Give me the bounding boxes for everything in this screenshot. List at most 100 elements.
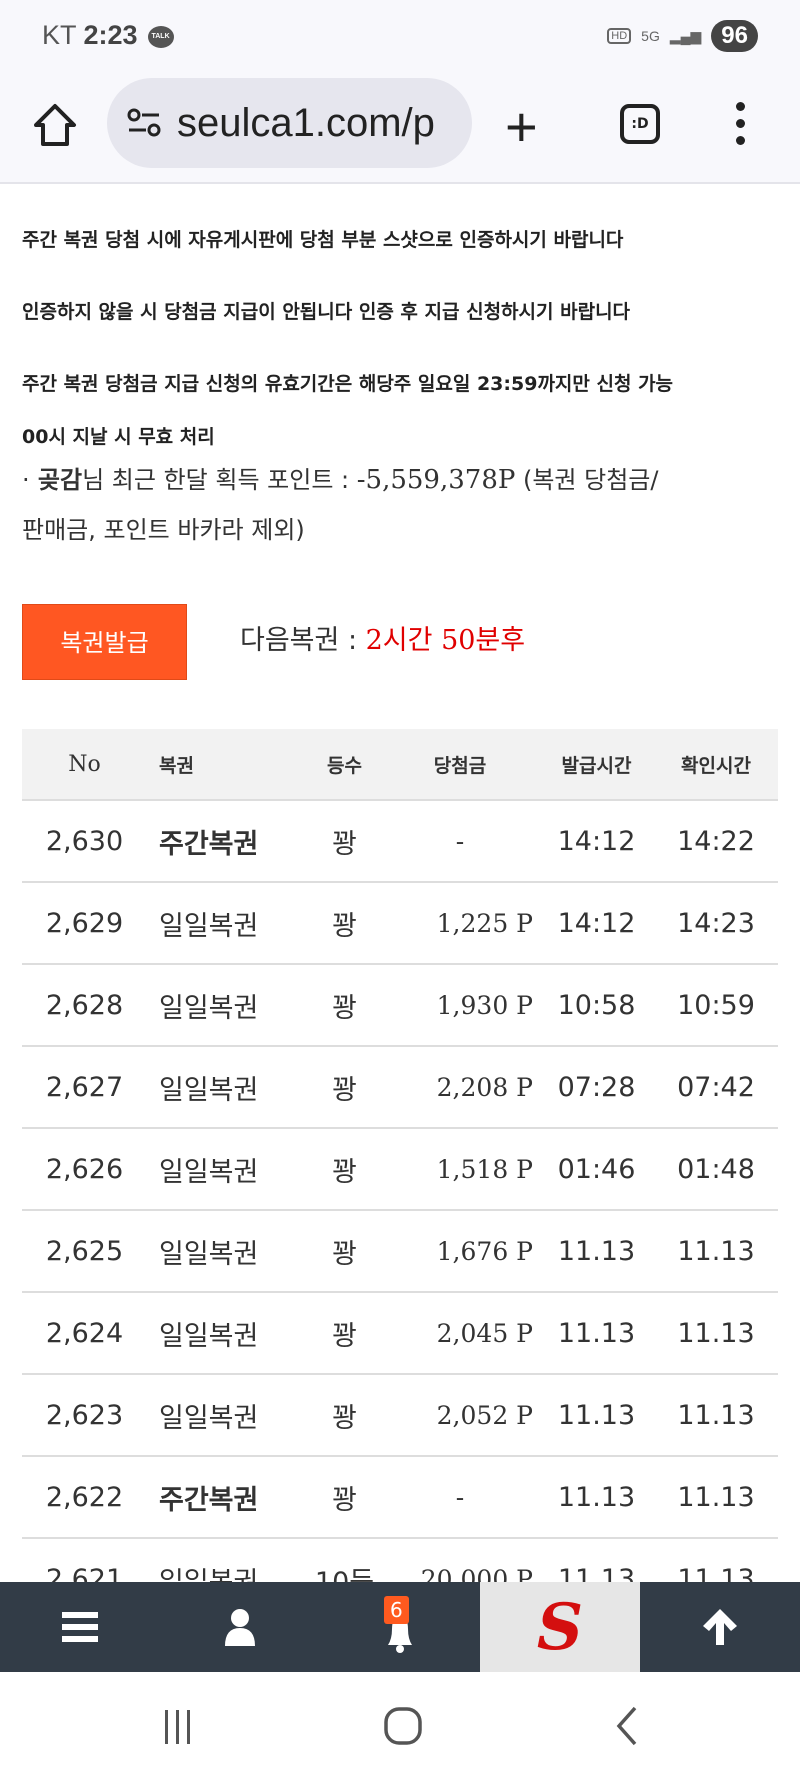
row-no: 2,622: [22, 1456, 147, 1539]
table-row: 2,627 일일복권 꽝 2,208 P 07:28 07:42: [22, 1046, 778, 1129]
row-no: 2,623: [22, 1374, 147, 1457]
kakaotalk-icon: TALK: [147, 25, 174, 48]
table-row: 2,623 일일복권 꽝 2,052 P 11.13 11.13: [22, 1374, 778, 1457]
user-icon: [225, 1609, 255, 1646]
row-no: 2,626: [22, 1128, 147, 1211]
notice-line: 인증하지 않을 시 당첨금 지급이 안됩니다 인증 후 지급 신청하시기 바랍니…: [22, 301, 631, 323]
row-checked: 14:23: [654, 882, 778, 965]
browser-toolbar: seulca1.com/p + :D: [0, 72, 800, 184]
network-icon: 5G: [641, 28, 660, 44]
notice-line: 주간 복권 당첨 시에 자유게시판에 당첨 부분 스샷으로 인증하시기 바랍니다: [22, 229, 624, 251]
col-rank: 등수: [302, 729, 387, 801]
row-rank: 꽝: [302, 1374, 387, 1457]
recent-apps-icon[interactable]: [163, 1710, 193, 1744]
row-no: 2,630: [22, 800, 147, 883]
row-checked: 14:22: [654, 800, 778, 883]
site-logo-button[interactable]: S: [480, 1582, 640, 1672]
issue-lottery-button[interactable]: 복권발급: [22, 604, 187, 680]
row-rank: 꽝: [302, 1046, 387, 1129]
row-issued: 11.13: [539, 1456, 654, 1539]
row-ticket: 일일복권: [147, 1292, 302, 1375]
row-prize: 1,930 P: [387, 964, 539, 1047]
row-issued: 11.13: [539, 1210, 654, 1293]
row-prize: 2,052 P: [387, 1374, 539, 1457]
row-rank: 꽝: [302, 1292, 387, 1375]
col-no: No: [22, 729, 147, 801]
row-no: 2,627: [22, 1046, 147, 1129]
tab-switcher-button[interactable]: :D: [620, 104, 660, 144]
row-prize: 1,518 P: [387, 1128, 539, 1211]
more-menu-icon[interactable]: [736, 102, 746, 153]
clock: 2:23: [83, 20, 138, 50]
points-value: -5,559,378P: [356, 465, 516, 495]
system-nav-bar: [0, 1672, 800, 1778]
row-checked: 10:59: [654, 964, 778, 1047]
notice-line: 00시 지날 시 무효 처리: [22, 426, 215, 448]
row-rank: 꽝: [302, 1456, 387, 1539]
row-prize: 1,225 P: [387, 882, 539, 965]
site-settings-icon[interactable]: [127, 108, 161, 138]
home-nav-icon[interactable]: [384, 1707, 424, 1747]
menu-icon: [62, 1612, 98, 1642]
row-ticket: 일일복권: [147, 1128, 302, 1211]
table-header: No 복권 등수 당첨금 발급시간 확인시간: [22, 729, 778, 801]
table-row: 2,630 주간복권 꽝 -14:12 14:22: [22, 800, 778, 883]
menu-button[interactable]: [0, 1582, 160, 1672]
row-ticket: 일일복권: [147, 1374, 302, 1457]
address-bar[interactable]: seulca1.com/p: [107, 78, 472, 168]
row-checked: 11.13: [654, 1210, 778, 1293]
points-note-2: 판매금, 포인트 바카라 제외): [22, 516, 305, 544]
row-prize: -: [387, 1456, 539, 1539]
row-issued: 10:58: [539, 964, 654, 1047]
row-rank: 꽝: [302, 1210, 387, 1293]
notice-line: 주간 복권 당첨금 지급 신청의 유효기간은 해당주 일요일 23:59까지만 …: [22, 373, 674, 395]
battery-indicator: 96: [711, 20, 758, 52]
row-no: 2,625: [22, 1210, 147, 1293]
row-prize: 1,676 P: [387, 1210, 539, 1293]
row-no: 2,624: [22, 1292, 147, 1375]
points-label: 님 최근 한달 획득 포인트 :: [82, 466, 357, 494]
row-issued: 11.13: [539, 1292, 654, 1375]
row-rank: 꽝: [302, 800, 387, 883]
back-icon[interactable]: [615, 1706, 639, 1746]
new-tab-icon[interactable]: +: [505, 95, 538, 158]
row-rank: 꽝: [302, 1128, 387, 1211]
home-icon[interactable]: [30, 100, 80, 150]
row-no: 2,629: [22, 882, 147, 965]
table-row: 2,628 일일복권 꽝 1,930 P 10:58 10:59: [22, 964, 778, 1047]
bell-icon: [388, 1617, 412, 1653]
table-row: 2,626 일일복권 꽝 1,518 P 01:46 01:48: [22, 1128, 778, 1211]
profile-button[interactable]: [160, 1582, 320, 1672]
table-row: 2,624 일일복권 꽝 2,045 P 11.13 11.13: [22, 1292, 778, 1375]
table-row: 2,622 주간복권 꽝 -11.13 11.13: [22, 1456, 778, 1539]
row-issued: 01:46: [539, 1128, 654, 1211]
row-ticket: 일일복권: [147, 964, 302, 1047]
row-checked: 11.13: [654, 1292, 778, 1375]
table-row: 2,625 일일복권 꽝 1,676 P 11.13 11.13: [22, 1210, 778, 1293]
row-ticket: 주간복권: [147, 1456, 302, 1539]
carrier: KT: [42, 20, 77, 50]
url-text: seulca1.com/p: [177, 101, 435, 145]
row-issued: 14:12: [539, 800, 654, 883]
status-bar: KT 2:23 TALK HD 5G ▂▄▆ 96: [0, 0, 800, 72]
notification-badge: 6: [384, 1596, 409, 1624]
col-ticket: 복권: [147, 729, 302, 801]
username: 곶감: [37, 466, 83, 494]
row-checked: 01:48: [654, 1128, 778, 1211]
row-ticket: 일일복권: [147, 1210, 302, 1293]
scroll-top-button[interactable]: [640, 1582, 800, 1672]
site-logo: S: [536, 1589, 584, 1665]
row-issued: 11.13: [539, 1374, 654, 1457]
row-prize: -: [387, 800, 539, 883]
next-lottery: 다음복권 : 2시간 50분후: [240, 618, 525, 657]
hd-icon: HD: [607, 28, 632, 44]
row-ticket: 일일복권: [147, 882, 302, 965]
row-prize: 2,045 P: [387, 1292, 539, 1375]
row-checked: 07:42: [654, 1046, 778, 1129]
notifications-button[interactable]: 6: [320, 1582, 480, 1672]
table-row: 2,629 일일복권 꽝 1,225 P 14:12 14:23: [22, 882, 778, 965]
row-ticket: 일일복권: [147, 1046, 302, 1129]
row-checked: 11.13: [654, 1456, 778, 1539]
row-issued: 14:12: [539, 882, 654, 965]
row-checked: 11.13: [654, 1374, 778, 1457]
